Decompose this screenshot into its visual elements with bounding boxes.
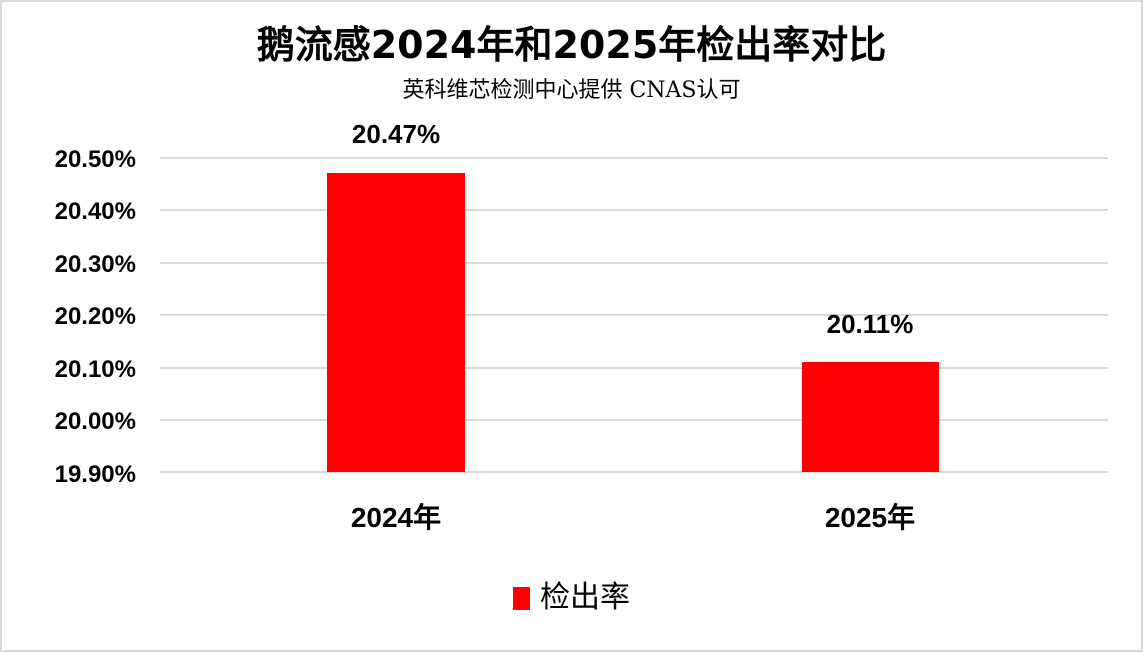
chart-title: 鹅流感2024年和2025年检出率对比 <box>256 23 887 67</box>
x-tick-label: 2024年 <box>350 502 442 533</box>
bar-2024 <box>327 173 465 472</box>
plot-area <box>160 157 1108 473</box>
gridline <box>160 262 1108 264</box>
y-tick-label: 20.20% <box>54 303 136 330</box>
gridline <box>160 209 1108 211</box>
x-tick-label: 2025年 <box>824 502 916 533</box>
gridline <box>160 367 1108 369</box>
gridline <box>160 419 1108 421</box>
y-tick-label: 20.30% <box>54 251 136 278</box>
data-label-2024: 20.47% <box>351 119 441 149</box>
legend-label: 检出率 <box>540 580 630 615</box>
y-tick-label: 20.00% <box>54 408 136 435</box>
gridline <box>160 157 1108 159</box>
y-tick-label: 20.10% <box>54 356 136 383</box>
y-tick-label: 20.40% <box>54 198 136 225</box>
gridline <box>160 314 1108 316</box>
y-tick-label: 19.90% <box>54 461 136 488</box>
legend-swatch-icon <box>513 586 530 610</box>
data-label-2025: 20.11% <box>826 309 914 339</box>
y-tick-label: 20.50% <box>54 146 136 173</box>
bar-2025 <box>802 362 939 472</box>
chart-subtitle: 英科维芯检测中心提供 CNAS认可 <box>402 78 741 103</box>
legend: 检出率 <box>0 578 1143 618</box>
x-axis-baseline <box>160 471 1108 473</box>
